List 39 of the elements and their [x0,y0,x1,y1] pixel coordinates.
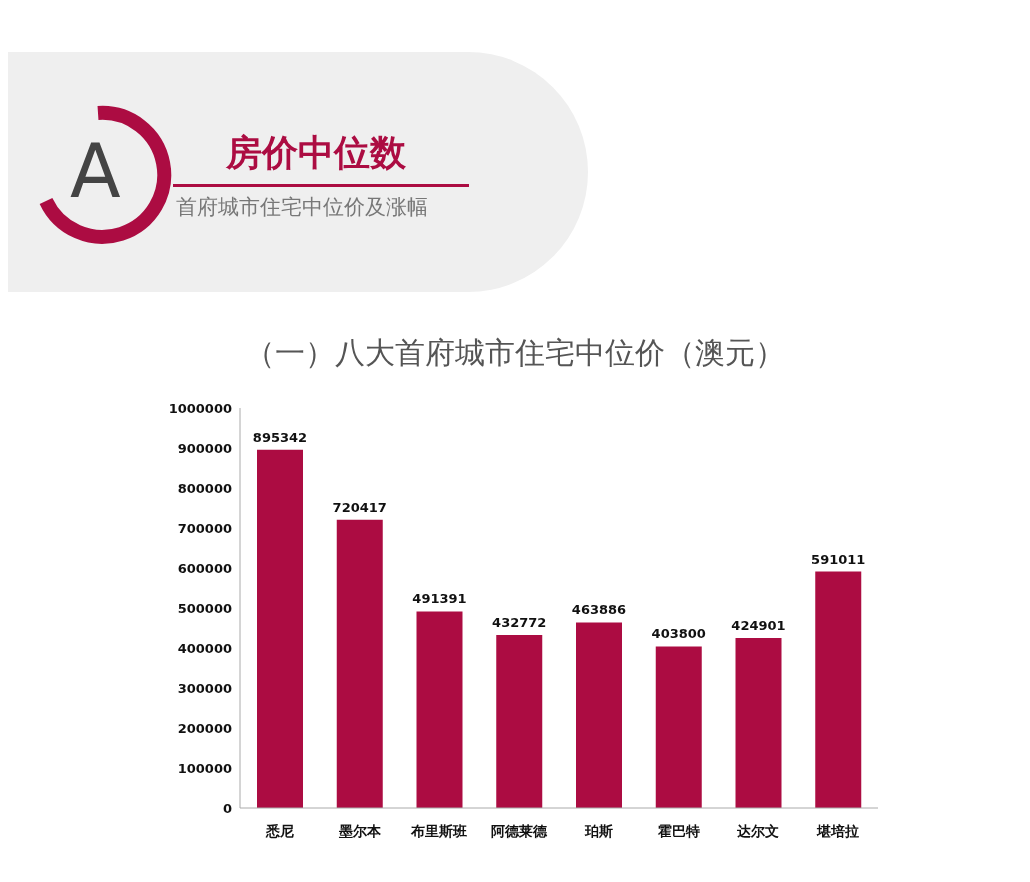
x-tick-label: 霍巴特 [656,822,700,839]
y-tick-label: 0 [222,800,232,816]
bar [336,519,383,808]
y-tick-label: 500000 [177,600,232,616]
bar [576,622,622,808]
y-tick-label: 900000 [177,440,232,456]
x-tick-label: 布里斯班 [410,822,468,839]
x-tick-label: 堪培拉 [816,822,860,839]
bar [735,638,782,808]
bar [416,611,463,808]
y-tick-label: 100000 [177,760,232,776]
text: 房价中位数 [226,131,406,175]
data-label: 591011 [811,551,866,567]
x-tick-label: 墨尔本 [337,822,382,839]
chart-title: （一）八大首府城市住宅中位价（澳元） [244,334,786,372]
y-tick-label: 400000 [177,640,232,656]
bar [655,646,702,808]
y-tick-label: 800000 [177,480,232,496]
text: 首府城市住宅中位价及涨幅 [176,194,428,221]
bar [815,571,862,808]
x-tick-label: 珀斯 [583,822,613,839]
x-tick-label: 阿德莱德 [491,822,549,839]
y-tick-label: 700000 [177,520,232,536]
data-label: 463886 [571,602,627,618]
y-tick-label: 200000 [177,720,232,736]
x-tick-label: 悉尼 [264,822,294,839]
bar [257,449,303,808]
data-label: 424901 [731,618,786,634]
y-tick-label: 600000 [177,560,232,576]
x-tick-label: 达尔文 [736,822,780,839]
data-label: 491391 [412,591,467,607]
data-label: 895342 [252,429,308,445]
data-label: 432772 [492,614,547,630]
y-tick-label: 1000000 [168,400,232,416]
bar [496,634,543,808]
data-label: 720417 [332,499,387,515]
data-label: 403800 [651,626,706,642]
text: A [70,127,121,216]
y-tick-label: 300000 [177,680,232,696]
